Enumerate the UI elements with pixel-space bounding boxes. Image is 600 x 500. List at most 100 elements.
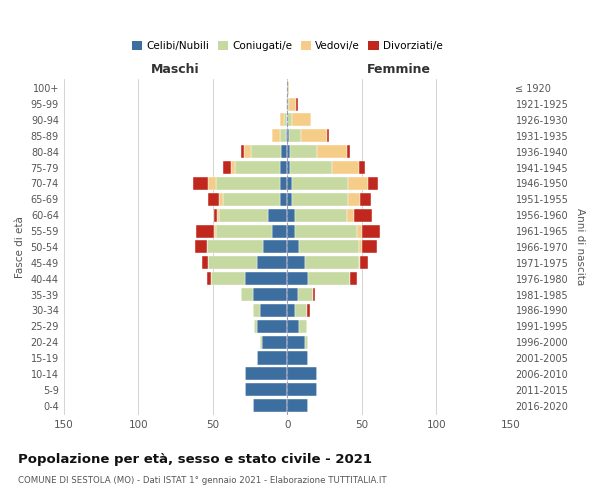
Bar — [287, 368, 317, 380]
Bar — [284, 114, 287, 126]
Bar — [359, 161, 365, 174]
Bar — [292, 193, 348, 206]
Bar — [347, 145, 350, 158]
Bar — [287, 352, 308, 364]
Bar — [207, 272, 211, 285]
Bar — [230, 161, 235, 174]
Bar — [357, 224, 362, 237]
Bar — [207, 240, 263, 254]
Bar — [360, 193, 371, 206]
Bar — [289, 98, 296, 110]
Bar — [223, 161, 230, 174]
Bar — [287, 272, 308, 285]
Bar — [287, 336, 305, 348]
Bar — [368, 177, 378, 190]
Bar — [196, 224, 214, 237]
Bar — [328, 130, 329, 142]
Bar — [254, 320, 257, 333]
Bar — [298, 288, 313, 301]
Bar — [287, 161, 290, 174]
Bar — [290, 161, 332, 174]
Bar — [287, 304, 295, 317]
Bar — [195, 240, 207, 254]
Bar — [287, 399, 308, 412]
Bar — [360, 256, 368, 270]
Bar — [235, 161, 280, 174]
Bar — [280, 114, 284, 126]
Bar — [214, 224, 216, 237]
Bar — [251, 145, 281, 158]
Bar — [290, 145, 317, 158]
Bar — [307, 304, 310, 317]
Bar — [216, 224, 272, 237]
Bar — [289, 130, 301, 142]
Bar — [214, 208, 217, 222]
Bar — [268, 208, 287, 222]
Bar — [211, 272, 245, 285]
Bar — [362, 240, 377, 254]
Bar — [287, 208, 295, 222]
Bar — [305, 256, 359, 270]
Bar — [253, 399, 287, 412]
Bar — [287, 256, 305, 270]
Bar — [362, 224, 380, 237]
Bar — [287, 383, 317, 396]
Bar — [286, 98, 287, 110]
Bar — [359, 256, 360, 270]
Bar — [295, 208, 347, 222]
Bar — [287, 145, 290, 158]
Bar — [308, 272, 350, 285]
Bar — [260, 304, 287, 317]
Bar — [301, 130, 328, 142]
Bar — [287, 82, 289, 94]
Bar — [263, 240, 287, 254]
Bar — [286, 130, 287, 142]
Bar — [287, 320, 299, 333]
Bar — [354, 208, 372, 222]
Bar — [257, 256, 287, 270]
Bar — [245, 368, 287, 380]
Bar — [257, 352, 287, 364]
Bar — [245, 272, 287, 285]
Bar — [208, 177, 216, 190]
Bar — [348, 177, 368, 190]
Bar — [218, 193, 223, 206]
Bar — [287, 114, 292, 126]
Bar — [287, 240, 299, 254]
Bar — [281, 145, 287, 158]
Bar — [305, 336, 308, 348]
Bar — [217, 208, 218, 222]
Bar — [295, 224, 357, 237]
Bar — [296, 98, 298, 110]
Bar — [299, 240, 359, 254]
Text: Maschi: Maschi — [151, 64, 200, 76]
Text: Femmine: Femmine — [367, 64, 431, 76]
Bar — [348, 193, 360, 206]
Bar — [280, 177, 287, 190]
Bar — [292, 114, 311, 126]
Legend: Celibi/Nubili, Coniugati/e, Vedovi/e, Divorziati/e: Celibi/Nubili, Coniugati/e, Vedovi/e, Di… — [128, 37, 447, 55]
Bar — [287, 98, 289, 110]
Bar — [245, 383, 287, 396]
Bar — [257, 320, 287, 333]
Bar — [280, 193, 287, 206]
Bar — [272, 130, 280, 142]
Bar — [253, 304, 260, 317]
Bar — [299, 320, 307, 333]
Bar — [292, 177, 348, 190]
Bar — [350, 272, 357, 285]
Bar — [287, 288, 298, 301]
Bar — [202, 256, 208, 270]
Bar — [253, 288, 287, 301]
Bar — [260, 336, 262, 348]
Bar — [218, 208, 268, 222]
Bar — [295, 304, 307, 317]
Bar — [216, 177, 280, 190]
Bar — [317, 145, 347, 158]
Y-axis label: Anni di nascita: Anni di nascita — [575, 208, 585, 286]
Bar — [287, 193, 292, 206]
Bar — [287, 177, 292, 190]
Bar — [280, 161, 287, 174]
Bar — [332, 161, 359, 174]
Y-axis label: Fasce di età: Fasce di età — [15, 216, 25, 278]
